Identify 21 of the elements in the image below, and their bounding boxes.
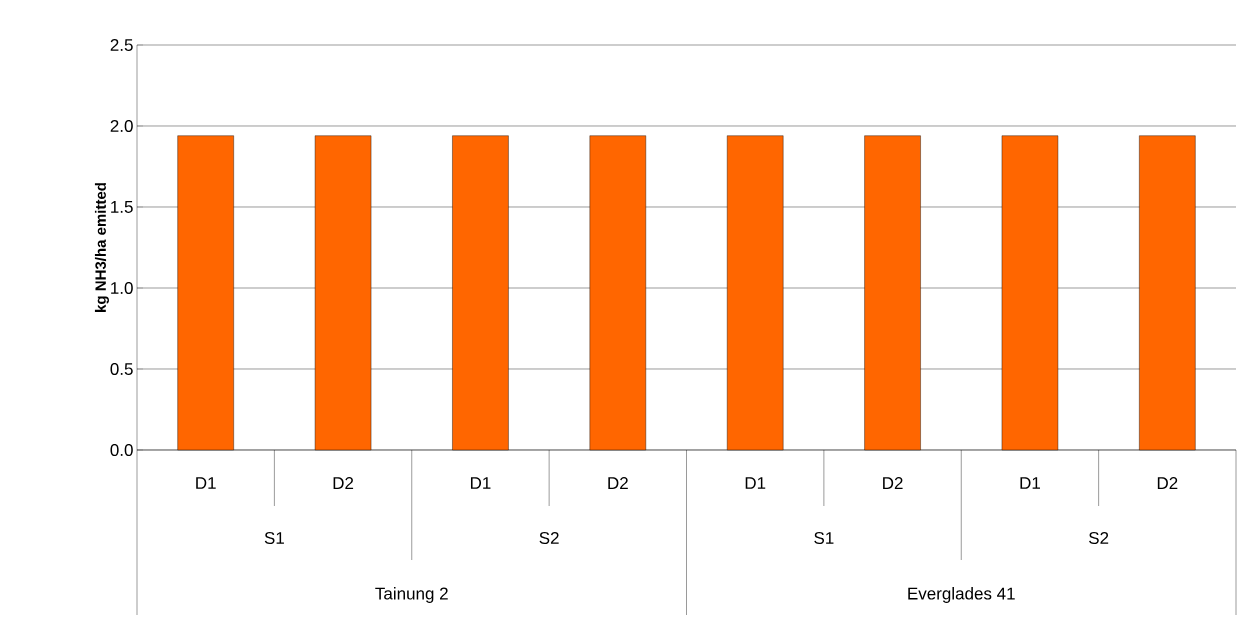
- x-tick-label: D2: [1157, 477, 1178, 489]
- text: S1: [814, 531, 834, 545]
- x-tick-label: D2: [608, 477, 628, 489]
- y-tick-label: 0.0: [110, 443, 133, 457]
- text: S2: [539, 531, 559, 545]
- y-axis-title: kg NH3/ha emitted: [94, 183, 109, 312]
- y-tick-label: 2.5: [110, 38, 133, 52]
- y-tick-label: 1.0: [111, 281, 133, 295]
- y-tick-label: 2.0: [110, 119, 133, 133]
- x-tick-label: D1: [1020, 477, 1040, 489]
- x-tick-label: D1: [470, 477, 491, 489]
- y-tick-label: 0.5: [110, 362, 133, 376]
- text: Everglades 41: [908, 587, 1015, 603]
- x-tick-label: D2: [883, 477, 903, 489]
- text: Tainung 2: [375, 587, 448, 603]
- x-tick-label: D2: [333, 477, 354, 489]
- text: S2: [1089, 531, 1109, 545]
- text: S1: [264, 531, 284, 545]
- x-tick-label: D1: [745, 477, 766, 489]
- x-tick-label: D1: [196, 477, 216, 489]
- y-tick-label: 1.5: [111, 201, 133, 213]
